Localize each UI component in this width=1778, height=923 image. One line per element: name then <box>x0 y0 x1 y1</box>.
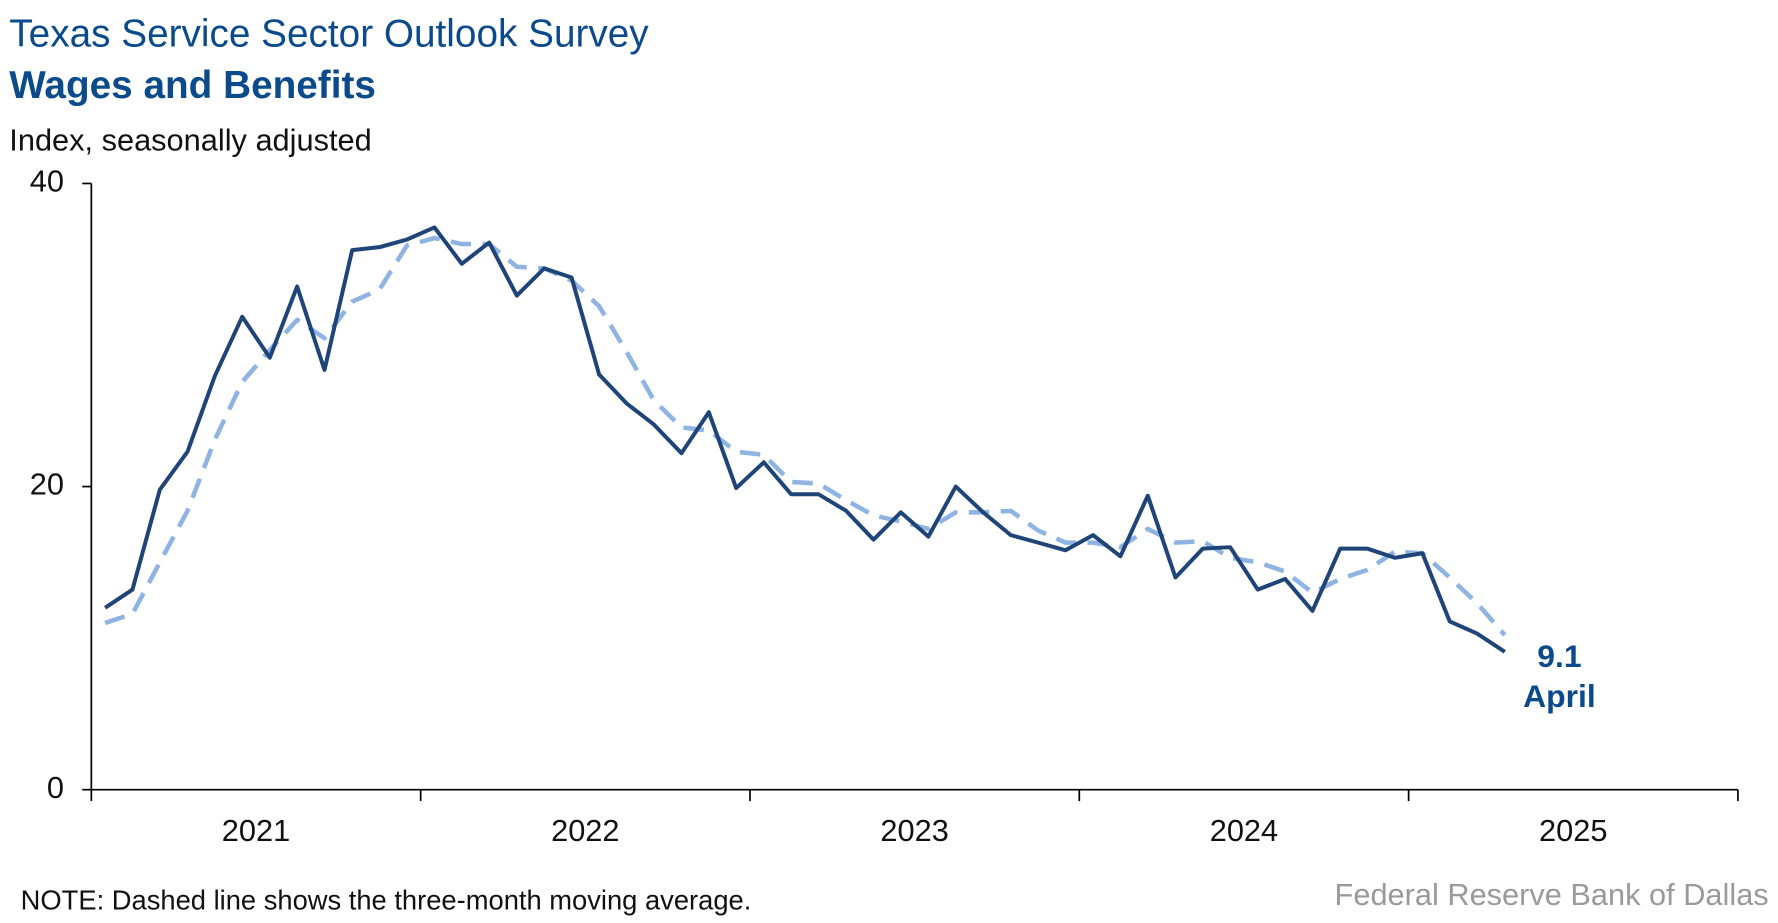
annotation: April <box>1523 678 1596 714</box>
x-tick-label: 2024 <box>1210 813 1278 848</box>
y-axis-label: Index, seasonally adjusted <box>9 123 371 158</box>
value-label: 9.1 <box>1537 638 1581 674</box>
y-tick-label: 40 <box>30 164 64 199</box>
x-tick-label: 2021 <box>222 813 290 848</box>
y-tick-label: 20 <box>30 467 64 502</box>
x-tick-label: 2023 <box>880 813 948 848</box>
y-tick-label: 0 <box>47 770 64 805</box>
note: NOTE: Dashed line shows the three-month … <box>21 885 752 916</box>
x-tick-label: 2025 <box>1539 813 1607 848</box>
chart-subtitle: Wages and Benefits <box>9 64 376 107</box>
source: Federal Reserve Bank of Dallas <box>1335 877 1769 912</box>
index-line <box>104 225 1506 654</box>
moving-average-line <box>104 235 1507 637</box>
chart-title: Texas Service Sector Outlook Survey <box>9 13 649 56</box>
x-tick-label: 2022 <box>551 813 619 848</box>
